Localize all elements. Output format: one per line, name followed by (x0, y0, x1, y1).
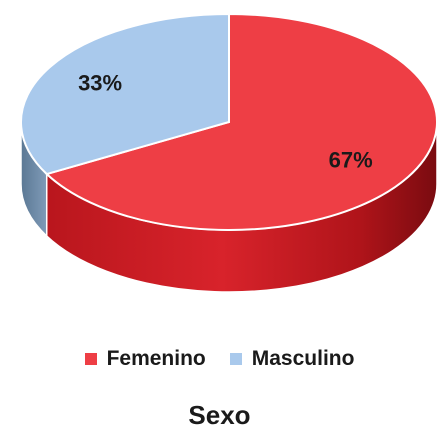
legend: Femenino Masculino (0, 344, 439, 374)
legend-swatch-masculino (229, 353, 242, 365)
pie-tops (20, 12, 438, 231)
chart-title: Sexo (188, 400, 251, 430)
pie-labels: 67% 33% (78, 70, 373, 172)
data-label-masculino: 33% (78, 70, 122, 95)
data-label-femenino: 67% (329, 147, 373, 172)
pie-slice-femenino (44, 12, 438, 231)
legend-swatch-femenino (84, 353, 97, 365)
pie-slice-masculino (20, 12, 230, 176)
legend-item-masculino: Masculino (229, 347, 355, 371)
legend-label-femenino: Femenino (106, 347, 206, 370)
legend-label-masculino: Masculino (251, 347, 355, 370)
legend-item-femenino: Femenino (84, 347, 206, 371)
